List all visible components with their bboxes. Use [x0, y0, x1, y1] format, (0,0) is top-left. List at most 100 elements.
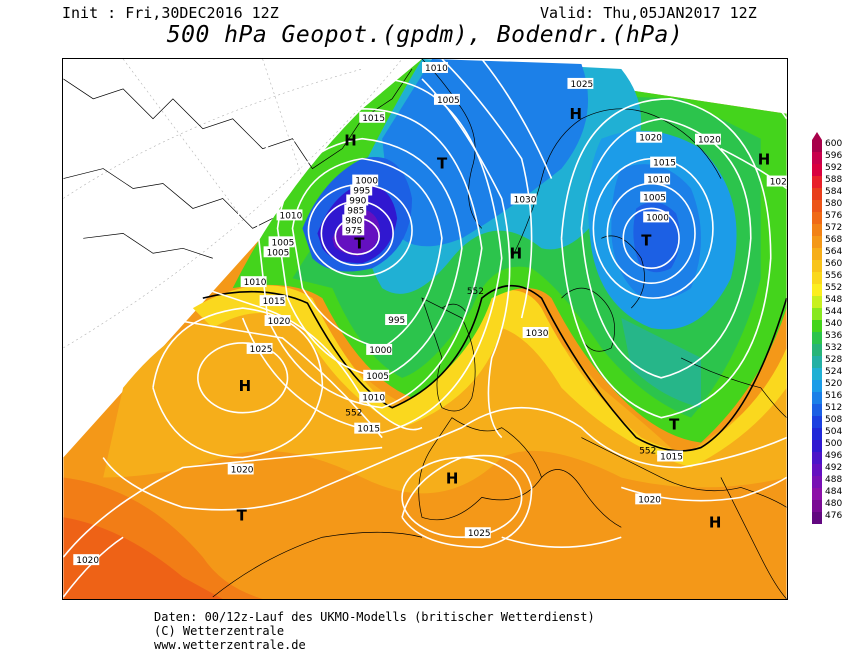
legend-value: 500	[825, 439, 842, 449]
legend-swatch	[812, 476, 822, 488]
legend-arrow-top	[812, 132, 822, 140]
legend-swatch	[812, 368, 822, 380]
legend-swatch	[812, 188, 822, 200]
color-legend: 600 596 592 588 584 580 576 572 568 564 560 556 552 5…	[812, 132, 842, 524]
pressure-centers: H H H H H H H T T T T T	[237, 105, 771, 531]
coastlines	[63, 59, 787, 599]
high-label: H	[446, 469, 459, 487]
legend-swatch	[812, 380, 822, 392]
legend-swatch	[812, 320, 822, 332]
legend-swatch	[812, 272, 822, 284]
legend-swatch	[812, 392, 822, 404]
svg-text:1015: 1015	[357, 425, 380, 435]
legend-swatch	[812, 164, 822, 176]
legend-value: 552	[825, 283, 842, 293]
isobar-label: 1020	[227, 463, 254, 475]
svg-text:1020: 1020	[698, 136, 721, 146]
svg-text:1010: 1010	[362, 394, 385, 404]
isobar-label: 1020	[73, 554, 99, 566]
legend-value: 524	[825, 367, 842, 377]
svg-text:1020: 1020	[639, 134, 662, 144]
legend-swatch	[812, 428, 822, 440]
svg-text:1000: 1000	[646, 213, 669, 223]
isobar-label: 1015	[259, 295, 286, 307]
svg-text:1025: 1025	[250, 345, 273, 355]
legend-value: 520	[825, 379, 842, 389]
svg-text:1015: 1015	[660, 453, 683, 463]
legend-value: 544	[825, 307, 842, 317]
svg-text:1010: 1010	[647, 176, 670, 186]
svg-text:1010: 1010	[425, 64, 448, 74]
svg-text:1005: 1005	[366, 372, 389, 382]
isobar-label: 1010	[422, 61, 448, 74]
legend-swatch	[812, 308, 822, 320]
legend-swatch	[812, 344, 822, 356]
footer-data-source: Daten: 00/12z-Lauf des UKMO-Modells (bri…	[154, 610, 595, 624]
legend-swatch	[812, 488, 822, 500]
svg-text:995: 995	[388, 316, 405, 326]
isobar-label: 1005	[433, 93, 460, 106]
high-label: H	[758, 151, 771, 169]
contour-label: 552	[345, 409, 362, 419]
isobar-label: 1020	[635, 493, 661, 505]
legend-swatch	[812, 452, 822, 464]
legend-value: 588	[825, 175, 842, 185]
valid-time-label: Valid: Thu,05JAN2017 12Z	[540, 4, 757, 22]
isobar-label: 1000	[643, 211, 669, 223]
legend-swatch	[812, 404, 822, 416]
high-label: H	[569, 105, 582, 123]
isobar-label: 1005	[640, 191, 667, 203]
svg-text:985: 985	[347, 206, 364, 216]
isobar-label: 1015	[657, 450, 684, 463]
isobar-label: 1025	[246, 342, 273, 355]
isobar-label: 1020	[264, 315, 291, 327]
svg-text:980: 980	[345, 216, 362, 226]
high-label: H	[510, 244, 523, 262]
legend-swatch	[812, 416, 822, 428]
legend-value: 548	[825, 295, 842, 305]
svg-text:1020: 1020	[76, 556, 99, 566]
svg-text:990: 990	[349, 196, 366, 206]
init-time-label: Init : Fri,30DEC2016 12Z	[62, 4, 279, 22]
legend-swatch	[812, 356, 822, 368]
low-label: T	[354, 234, 365, 252]
isobar-label: 995	[385, 314, 408, 326]
weather-map: H H H H H H H T T T T T 1010 1005 1015 1…	[62, 58, 788, 600]
legend-value: 488	[825, 475, 842, 485]
legend-swatch	[812, 500, 822, 512]
isobar-label: 980	[342, 214, 365, 226]
svg-text:975: 975	[345, 226, 362, 236]
svg-text:1025: 1025	[570, 80, 593, 90]
svg-text:1005: 1005	[437, 96, 460, 106]
low-label: T	[641, 231, 652, 249]
isobar-label: 1010	[644, 173, 670, 186]
svg-text:102: 102	[770, 178, 787, 188]
legend-swatch	[812, 140, 822, 152]
isobar-label: 1000	[352, 174, 378, 187]
isobar-label: 1015	[359, 111, 386, 124]
isobar-label: 1025	[567, 77, 594, 90]
svg-text:1020: 1020	[268, 317, 291, 327]
svg-text:1015: 1015	[362, 114, 385, 124]
legend-value: 492	[825, 463, 842, 473]
isobar-label: 102	[766, 175, 787, 188]
legend-value: 476	[825, 511, 842, 521]
isobar-label: 1010	[359, 391, 385, 404]
legend-swatch	[812, 200, 822, 212]
svg-text:1025: 1025	[468, 529, 491, 539]
footer-copyright: (C) Wetterzentrale	[154, 624, 285, 638]
svg-text:1030: 1030	[526, 329, 549, 339]
low-label: T	[669, 416, 680, 434]
legend-swatch	[812, 152, 822, 164]
graticule	[63, 59, 403, 349]
legend-value: 528	[825, 355, 842, 365]
svg-text:1010: 1010	[280, 211, 303, 221]
svg-text:1020: 1020	[638, 495, 661, 505]
isobar-label: 995	[350, 184, 373, 197]
isobar-label: 1000	[366, 343, 392, 356]
isobar-label: 975	[342, 224, 365, 236]
legend-value: 568	[825, 235, 842, 245]
svg-text:552: 552	[639, 447, 656, 457]
svg-text:1000: 1000	[369, 346, 392, 356]
isobar-label: 1005	[263, 246, 290, 258]
